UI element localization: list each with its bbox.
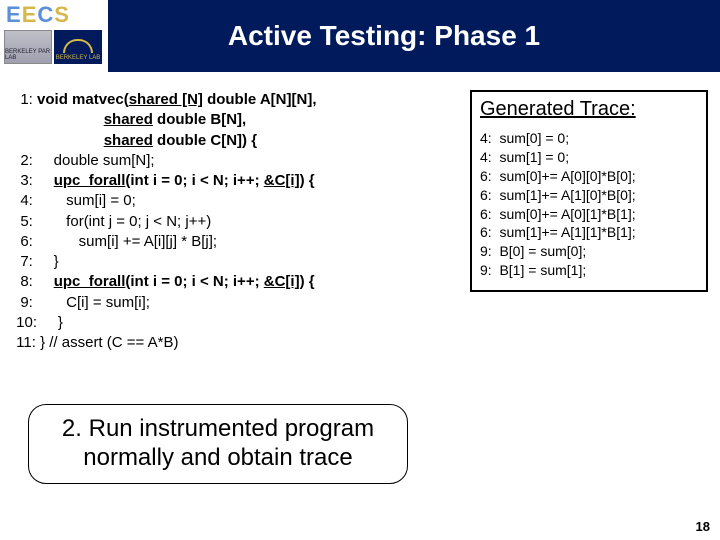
logo-subrow: BERKELEY PAR LAB BERKELEY LAB xyxy=(0,28,108,66)
trace-line: 9: B[1] = sum[1]; xyxy=(480,261,698,280)
trace-line: 6: sum[1]+= A[1][1]*B[1]; xyxy=(480,223,698,242)
trace-line: 4: sum[0] = 0; xyxy=(480,129,698,148)
logo-block: EECS BERKELEY PAR LAB BERKELEY LAB xyxy=(0,0,108,72)
trace-box: Generated Trace: 4: sum[0] = 0; 4: sum[1… xyxy=(470,90,708,292)
slide-title: Active Testing: Phase 1 xyxy=(108,20,720,52)
step-callout: 2. Run instrumented program normally and… xyxy=(28,404,408,484)
code-listing: 1: void matvec(shared [N] double A[N][N]… xyxy=(12,90,458,353)
page-number: 18 xyxy=(696,519,710,534)
trace-line: 9: B[0] = sum[0]; xyxy=(480,242,698,261)
trace-line: 6: sum[0]+= A[0][1]*B[1]; xyxy=(480,205,698,224)
trace-line: 6: sum[0]+= A[0][0]*B[0]; xyxy=(480,167,698,186)
trace-line: 4: sum[1] = 0; xyxy=(480,148,698,167)
berkeley-lab-text: BERKELEY LAB xyxy=(56,55,101,61)
trace-line: 6: sum[1]+= A[1][0]*B[0]; xyxy=(480,186,698,205)
slide-content: 1: void matvec(shared [N] double A[N][N]… xyxy=(0,72,720,353)
parlab-logo: BERKELEY PAR LAB xyxy=(4,30,52,64)
berkeley-lab-logo: BERKELEY LAB xyxy=(54,30,102,64)
berkeley-arc-icon xyxy=(63,39,93,53)
trace-title: Generated Trace: xyxy=(480,98,698,121)
eecs-logo: EECS xyxy=(0,0,108,28)
slide-header: EECS BERKELEY PAR LAB BERKELEY LAB Activ… xyxy=(0,0,720,72)
